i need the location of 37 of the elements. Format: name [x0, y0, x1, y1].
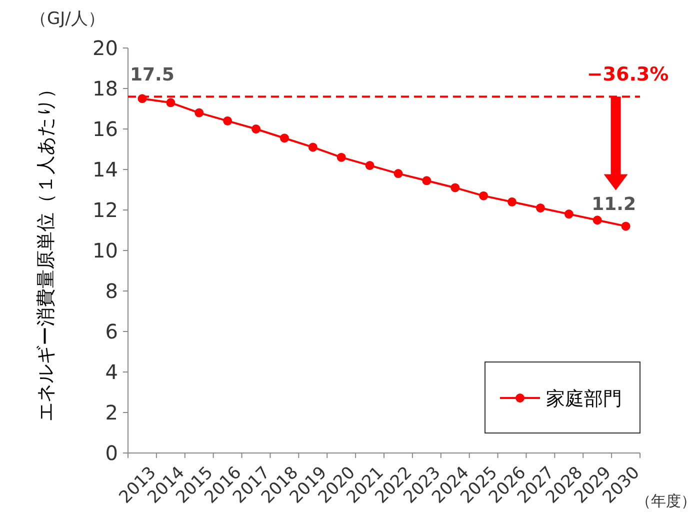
point — [450, 183, 460, 192]
y-tick-label: 8 — [105, 279, 118, 303]
y-tick-label: 0 — [105, 441, 118, 465]
y-tick-label: 12 — [92, 198, 118, 222]
point — [394, 169, 403, 178]
point — [336, 152, 346, 162]
y-tick-label: 6 — [105, 320, 118, 344]
data-label: 17.5 — [130, 64, 174, 86]
y-axis-title: エネルギー消費量原単位（１人あたり） — [35, 80, 57, 422]
point — [592, 216, 602, 225]
point — [280, 134, 289, 143]
y-tick-label: 16 — [92, 117, 118, 141]
data-label: 11.2 — [592, 194, 636, 216]
point — [536, 203, 545, 212]
point — [621, 222, 630, 231]
point — [508, 197, 516, 206]
x-axis-title: （年度） — [636, 492, 696, 510]
y-tick-label: 10 — [92, 238, 118, 262]
point — [564, 210, 574, 219]
point — [422, 176, 432, 186]
point — [365, 160, 374, 170]
point — [194, 108, 204, 118]
point — [308, 142, 318, 152]
legend: 家庭部門 — [484, 362, 640, 434]
y-tick-label: 4 — [105, 360, 118, 384]
y-tick-label: 14 — [92, 158, 118, 182]
point — [166, 98, 176, 108]
point — [138, 94, 147, 104]
text: （GJ/人） — [30, 9, 105, 29]
annotation: −36.3% — [586, 64, 669, 86]
point — [223, 116, 232, 126]
legend-label: 家庭部門 — [546, 388, 622, 410]
point — [252, 124, 260, 134]
y-tick-label: 20 — [92, 36, 118, 60]
point — [479, 191, 488, 200]
y-tick-label: 18 — [92, 76, 118, 100]
y-tick-label: 2 — [105, 400, 118, 424]
